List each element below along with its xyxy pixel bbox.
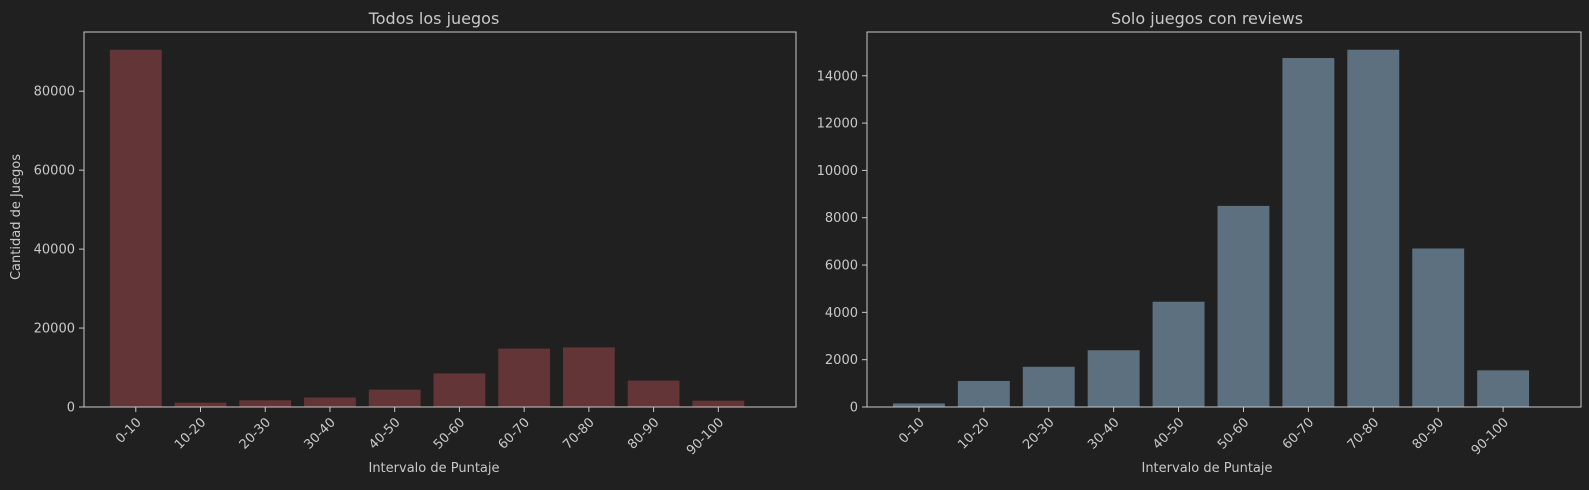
y-tick-label: 20000 (34, 322, 75, 337)
x-tick-label: 40-50 (1150, 415, 1187, 452)
x-tick-label: 60-70 (496, 415, 533, 452)
x-tick-label: 30-40 (1085, 415, 1122, 452)
x-tick-label: 90-100 (684, 415, 727, 458)
bar-0-10 (892, 403, 945, 407)
bar-90-100 (692, 400, 745, 407)
bar-40-50 (1152, 301, 1205, 407)
bar-20-30 (1022, 366, 1075, 407)
bar-20-30 (239, 400, 292, 407)
y-tick-label: 10000 (817, 164, 858, 179)
bar-50-60 (433, 373, 486, 407)
x-tick-label: 0-10 (113, 415, 144, 446)
plot-frame (83, 31, 797, 408)
bar-80-90 (1412, 248, 1465, 407)
chart-games-with-reviews: Solo juegos con reviews Intervalo de Pun… (817, 9, 1582, 476)
y-tick-label: 80000 (34, 85, 75, 100)
bar-90-100 (1477, 370, 1530, 407)
y-tick-label: 6000 (825, 259, 858, 274)
x-tick-label: 40-50 (366, 415, 403, 452)
bar-70-80 (1347, 49, 1400, 408)
y-tick-label: 0 (67, 401, 75, 416)
x-tick-label: 30-40 (302, 415, 339, 452)
bar-10-20 (174, 402, 227, 407)
x-axis-label: Intervalo de Puntaje (1141, 461, 1272, 476)
x-tick-label: 0-10 (896, 415, 927, 446)
chart-title: Solo juegos con reviews (1111, 9, 1303, 28)
y-tick-label: 4000 (825, 306, 858, 321)
x-tick-label: 50-60 (431, 415, 468, 452)
x-tick-label: 70-80 (560, 415, 597, 452)
bar-60-70 (1282, 58, 1335, 407)
y-tick-label: 2000 (825, 353, 858, 368)
y-tick-label: 0 (850, 401, 858, 416)
chart-all-games: Todos los juegos Intervalo de Puntaje Ca… (9, 9, 797, 476)
y-tick-label: 14000 (817, 69, 858, 84)
y-axis-label: Cantidad de Juegos (9, 154, 24, 280)
chart-title: Todos los juegos (368, 9, 500, 28)
bar-40-50 (368, 389, 421, 407)
x-tick-label: 80-90 (1410, 415, 1447, 452)
x-tick-label: 10-20 (172, 415, 209, 452)
x-tick-label: 60-70 (1280, 415, 1317, 452)
x-tick-label: 90-100 (1469, 415, 1512, 458)
y-tick-label: 60000 (34, 164, 75, 179)
bar-70-80 (562, 347, 615, 407)
y-tick-label: 12000 (817, 117, 858, 132)
plot-frame (866, 31, 1582, 408)
bar-30-40 (304, 397, 356, 407)
y-tick-label: 8000 (825, 211, 858, 226)
bar-10-20 (957, 380, 1010, 407)
bar-50-60 (1217, 205, 1270, 407)
bar-0-10 (109, 49, 162, 407)
x-axis-label: Intervalo de Puntaje (368, 461, 499, 476)
x-tick-label: 70-80 (1345, 415, 1382, 452)
x-tick-label: 50-60 (1215, 415, 1252, 452)
y-tick-label: 40000 (34, 243, 75, 258)
x-tick-label: 20-30 (237, 415, 274, 452)
bar-30-40 (1087, 350, 1140, 407)
bar-80-90 (627, 380, 680, 407)
x-tick-label: 20-30 (1020, 415, 1057, 452)
x-tick-label: 80-90 (625, 415, 662, 452)
x-tick-label: 10-20 (955, 415, 992, 452)
bar-60-70 (498, 348, 551, 407)
